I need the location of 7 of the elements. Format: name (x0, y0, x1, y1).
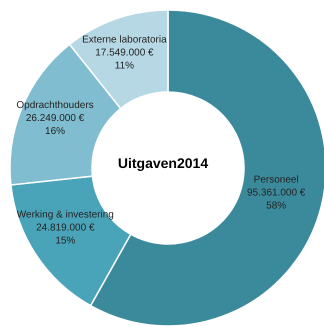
slice-label: Externe laboratoria (82, 34, 168, 46)
text: Uitgaven2014 (118, 155, 208, 171)
slice-label: Personeel (254, 174, 299, 186)
data-label: 26.249.000 € 16% (26, 112, 85, 136)
data-label: 17.549.000 € 11% (95, 47, 154, 72)
data-label: 24.819.000 € 15% (36, 222, 95, 246)
data-label: 95.361.000 € 58% (246, 187, 306, 212)
